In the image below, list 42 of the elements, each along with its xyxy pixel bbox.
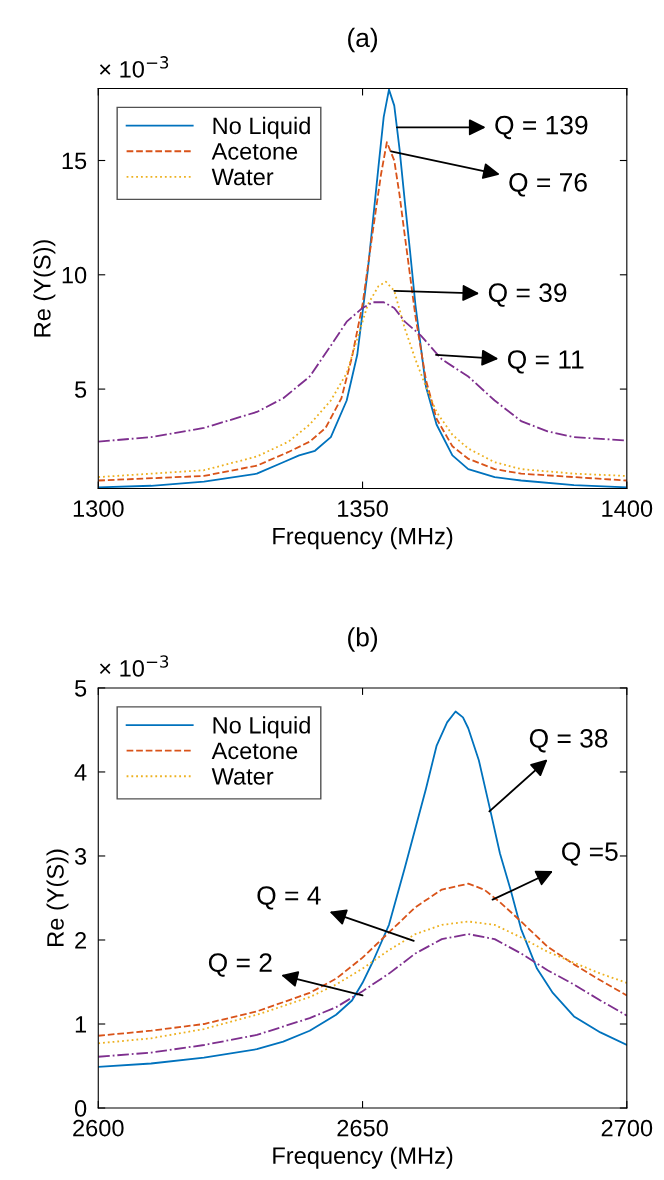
x-tick-label: 1350 (338, 500, 388, 517)
x-tick-label: 2700 (601, 1119, 653, 1137)
annotation: Q = 38 (529, 729, 608, 753)
y-tick-label: 15 (62, 152, 87, 170)
x-tick-label: 1300 (73, 500, 124, 517)
x-axis-title: Frequency (MHz) (273, 527, 453, 550)
chart-title: (a) (348, 27, 378, 53)
legend-label: No Liquid (213, 116, 310, 139)
annotation: Q = 11 (507, 350, 584, 374)
text: × 10$^{−3}$ (99, 655, 169, 677)
x-tick-label: 2650 (337, 1119, 388, 1137)
y-axis-title: Re (Y(S)) (46, 849, 69, 946)
y-axis-title: Re (Y(S)) (33, 240, 56, 337)
legend-label: Water (211, 168, 274, 186)
x-axis-title: Frequency (MHz) (273, 1146, 453, 1169)
line-series (98, 280, 627, 478)
line-series (98, 920, 627, 1045)
y-tick-label: 4 (74, 764, 87, 781)
y-tick-label: 2 (75, 932, 86, 949)
legend-label: Acetone (211, 742, 298, 760)
annotation: Q = 2 (208, 953, 272, 977)
annotation: Q = 4 (257, 886, 321, 910)
legend-label: Water (211, 768, 274, 785)
y-tick-label: 5 (74, 381, 87, 398)
x-tick-label: 1400 (602, 500, 653, 517)
line-series (98, 933, 627, 1058)
text: × 10$^{−3}$ (99, 56, 169, 78)
chart-title: (b) (348, 627, 378, 652)
annotation: Q = 76 (509, 173, 587, 197)
legend-label: Acetone (211, 143, 298, 160)
y-tick-label: 5 (74, 680, 87, 697)
annotation: Q =5 (562, 842, 618, 866)
legend-label: No Liquid (213, 716, 310, 739)
annotation: Q = 39 (488, 283, 567, 307)
y-tick-label: 1 (75, 1016, 87, 1033)
line-series (98, 710, 627, 1068)
x-tick-label: 2600 (73, 1119, 124, 1137)
y-tick-label: 0 (74, 1100, 87, 1117)
y-tick-label: 3 (74, 848, 87, 865)
annotation: Q = 139 (495, 115, 588, 140)
line-series (98, 882, 627, 1037)
y-tick-label: 10 (62, 266, 87, 284)
